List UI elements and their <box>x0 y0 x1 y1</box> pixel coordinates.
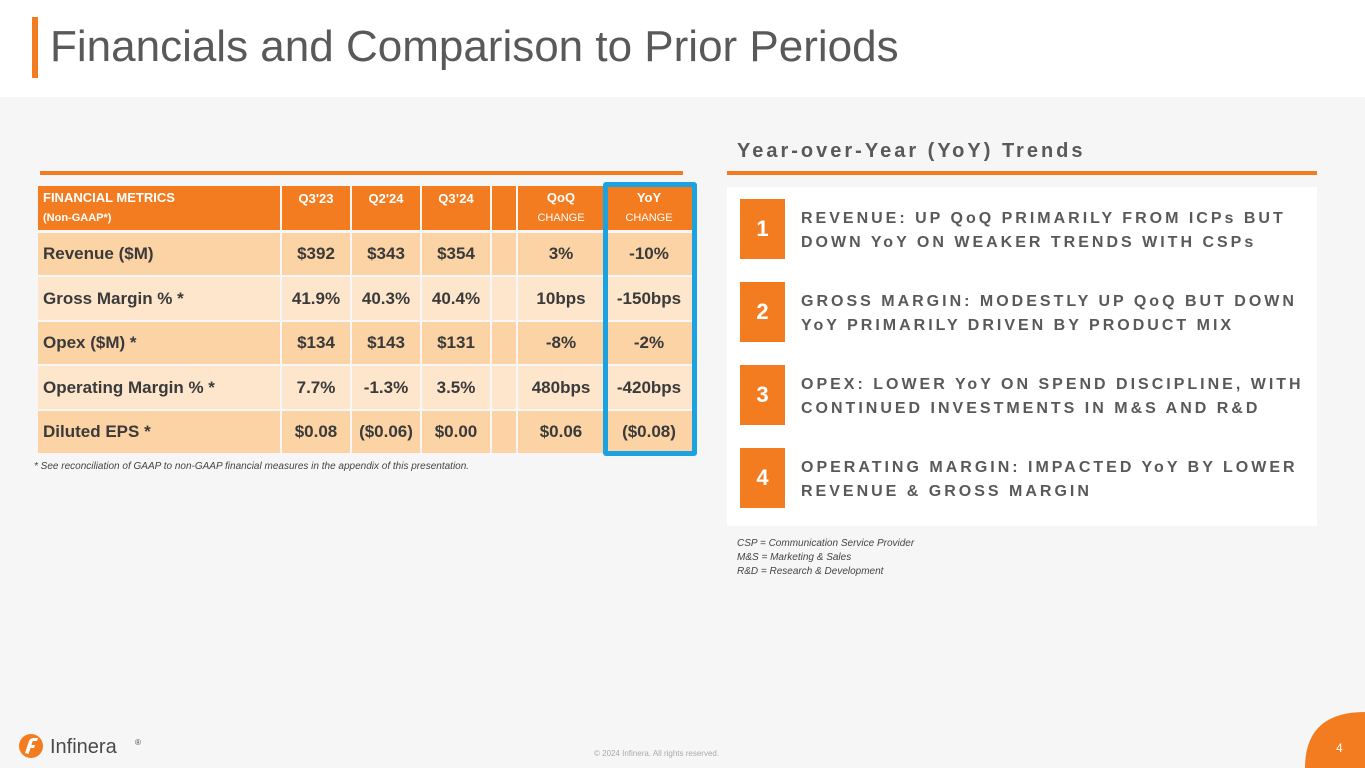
header-metric-sub: (Non-GAAP*) <box>43 212 112 224</box>
trend-item: 2 GROSS MARGIN: MODESTLY UP QoQ BUT DOWN… <box>740 282 1310 342</box>
definition-line: CSP = Communication Service Provider <box>737 538 915 549</box>
row-label: Gross Margin % * <box>38 277 280 320</box>
trends-title: Year-over-Year (YoY) Trends <box>737 140 1086 162</box>
cell-q3-23: $0.08 <box>282 411 350 453</box>
trend-text: REVENUE: UP QoQ PRIMARILY FROM ICPs BUT … <box>801 210 1286 251</box>
cell-yoy: -2% <box>606 322 692 364</box>
title-accent-bar <box>32 17 38 78</box>
infinera-logo-icon <box>19 734 43 758</box>
cell-q3-23: $392 <box>282 233 350 275</box>
cell-spacer <box>492 322 516 364</box>
cell-q3-24: 3.5% <box>422 366 490 409</box>
cell-q2-24: $343 <box>352 233 420 275</box>
cell-qoq: -8% <box>518 322 604 364</box>
definition-line: R&D = Research & Development <box>737 566 884 577</box>
trend-number: 2 <box>740 282 785 342</box>
cell-yoy: -150bps <box>606 277 692 320</box>
cell-spacer <box>492 233 516 275</box>
header-yoy-label: YoY <box>636 190 662 205</box>
cell-spacer <box>492 411 516 453</box>
trend-item: 4 OPERATING MARGIN: IMPACTED YoY BY LOWE… <box>740 448 1310 508</box>
cell-q2-24: -1.3% <box>352 366 420 409</box>
row-label: Revenue ($M) <box>38 233 280 275</box>
cell-qoq: $0.06 <box>518 411 604 453</box>
cell-q3-23: $134 <box>282 322 350 364</box>
cell-q2-24: 40.3% <box>352 277 420 320</box>
logo-wordmark: Infinera <box>50 736 117 758</box>
header-metric: FINANCIAL METRICS (Non-GAAP*) <box>38 186 280 230</box>
cell-q3-24: $354 <box>422 233 490 275</box>
row-label: Diluted EPS * <box>38 411 280 453</box>
header-qoq-sub: CHANGE <box>537 212 585 224</box>
trend-text: GROSS MARGIN: MODESTLY UP QoQ BUT DOWN Y… <box>801 293 1297 334</box>
logo-registered-mark: ® <box>135 738 141 747</box>
page-corner-icon <box>1305 712 1365 768</box>
page-number: 4 <box>1336 741 1343 755</box>
cell-q3-24: $0.00 <box>422 411 490 453</box>
cell-q2-24: ($0.06) <box>352 411 420 453</box>
cell-yoy: -10% <box>606 233 692 275</box>
cell-yoy: -420bps <box>606 366 692 409</box>
cell-q3-24: $131 <box>422 322 490 364</box>
copyright: © 2024 Infinera. All rights reserved. <box>594 749 720 758</box>
header-yoy-sub: CHANGE <box>625 212 673 224</box>
header-qoq-label: QoQ <box>546 190 576 205</box>
title-bar: Financials and Comparison to Prior Perio… <box>0 0 1365 97</box>
table-footnote: * See reconciliation of GAAP to non-GAAP… <box>34 461 470 472</box>
trend-text: OPERATING MARGIN: IMPACTED YoY BY LOWER … <box>801 459 1298 500</box>
header-q2-24: Q2'24 <box>352 186 420 230</box>
table-divider <box>40 171 683 175</box>
trends-divider <box>727 171 1317 175</box>
cell-spacer <box>492 277 516 320</box>
definition-line: M&S = Marketing & Sales <box>737 552 852 563</box>
page-title: Financials and Comparison to Prior Perio… <box>50 22 899 71</box>
cell-qoq: 3% <box>518 233 604 275</box>
header-qoq: QoQ CHANGE <box>518 186 604 230</box>
row-label: Opex ($M) * <box>38 322 280 364</box>
header-spacer <box>492 186 516 230</box>
abbreviation-definitions: CSP = Communication Service Provider M&S… <box>737 537 914 579</box>
header-yoy: YoY CHANGE <box>606 186 692 230</box>
header-q3-24: Q3’24 <box>422 186 490 230</box>
trends-panel <box>727 187 1317 526</box>
cell-q3-23: 41.9% <box>282 277 350 320</box>
header-metric-label: FINANCIAL METRICS <box>43 190 175 205</box>
trend-text: OPEX: LOWER YoY ON SPEND DISCIPLINE, WIT… <box>801 376 1304 417</box>
header-q3-23: Q3'23 <box>282 186 350 230</box>
cell-qoq: 10bps <box>518 277 604 320</box>
trend-item: 1 REVENUE: UP QoQ PRIMARILY FROM ICPs BU… <box>740 199 1310 259</box>
yoy-highlight-box <box>603 182 697 456</box>
trend-item: 3 OPEX: LOWER YoY ON SPEND DISCIPLINE, W… <box>740 365 1310 425</box>
cell-q3-24: 40.4% <box>422 277 490 320</box>
trend-number: 4 <box>740 448 785 508</box>
trend-number: 3 <box>740 365 785 425</box>
cell-qoq: 480bps <box>518 366 604 409</box>
row-label: Operating Margin % * <box>38 366 280 409</box>
cell-spacer <box>492 366 516 409</box>
trend-number: 1 <box>740 199 785 259</box>
cell-q3-23: 7.7% <box>282 366 350 409</box>
cell-q2-24: $143 <box>352 322 420 364</box>
cell-yoy: ($0.08) <box>606 411 692 453</box>
